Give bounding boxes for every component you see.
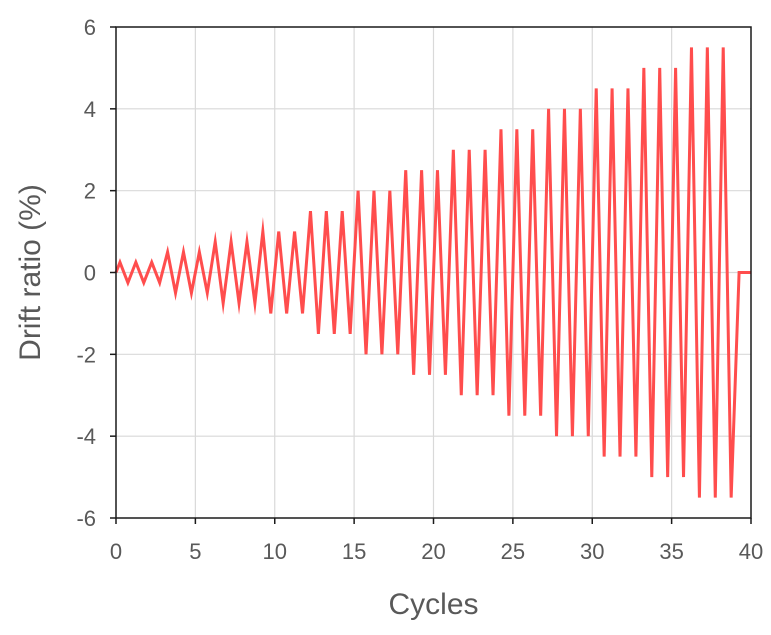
y-tick-label: 4: [84, 97, 96, 122]
y-tick-label: -2: [76, 342, 96, 367]
y-axis-title: Drift ratio (%): [14, 184, 47, 361]
x-tick-label: 25: [501, 539, 525, 564]
x-tick-label: 5: [189, 539, 201, 564]
x-tick-label: 0: [110, 539, 122, 564]
y-tick-label: 2: [84, 179, 96, 204]
y-tick-label: 0: [84, 261, 96, 286]
x-tick-label: 20: [421, 539, 445, 564]
series-line-drift-ratio: [114, 47, 751, 498]
x-axis-title: Cycles: [388, 588, 478, 621]
x-tick-label: 15: [342, 539, 366, 564]
y-axis-ticks: -6 -4 -2 0 2 4 6: [76, 15, 116, 531]
x-tick-label: 35: [659, 539, 683, 564]
series-layer: [114, 47, 751, 498]
x-tick-label: 40: [739, 539, 763, 564]
y-tick-label: -4: [76, 424, 96, 449]
y-tick-label: -6: [76, 506, 96, 531]
x-axis-ticks: 0 5 10 15 20 25 30 35 40: [110, 518, 763, 564]
y-tick-label: 6: [84, 15, 96, 40]
x-tick-label: 30: [580, 539, 604, 564]
x-tick-label: 10: [263, 539, 287, 564]
